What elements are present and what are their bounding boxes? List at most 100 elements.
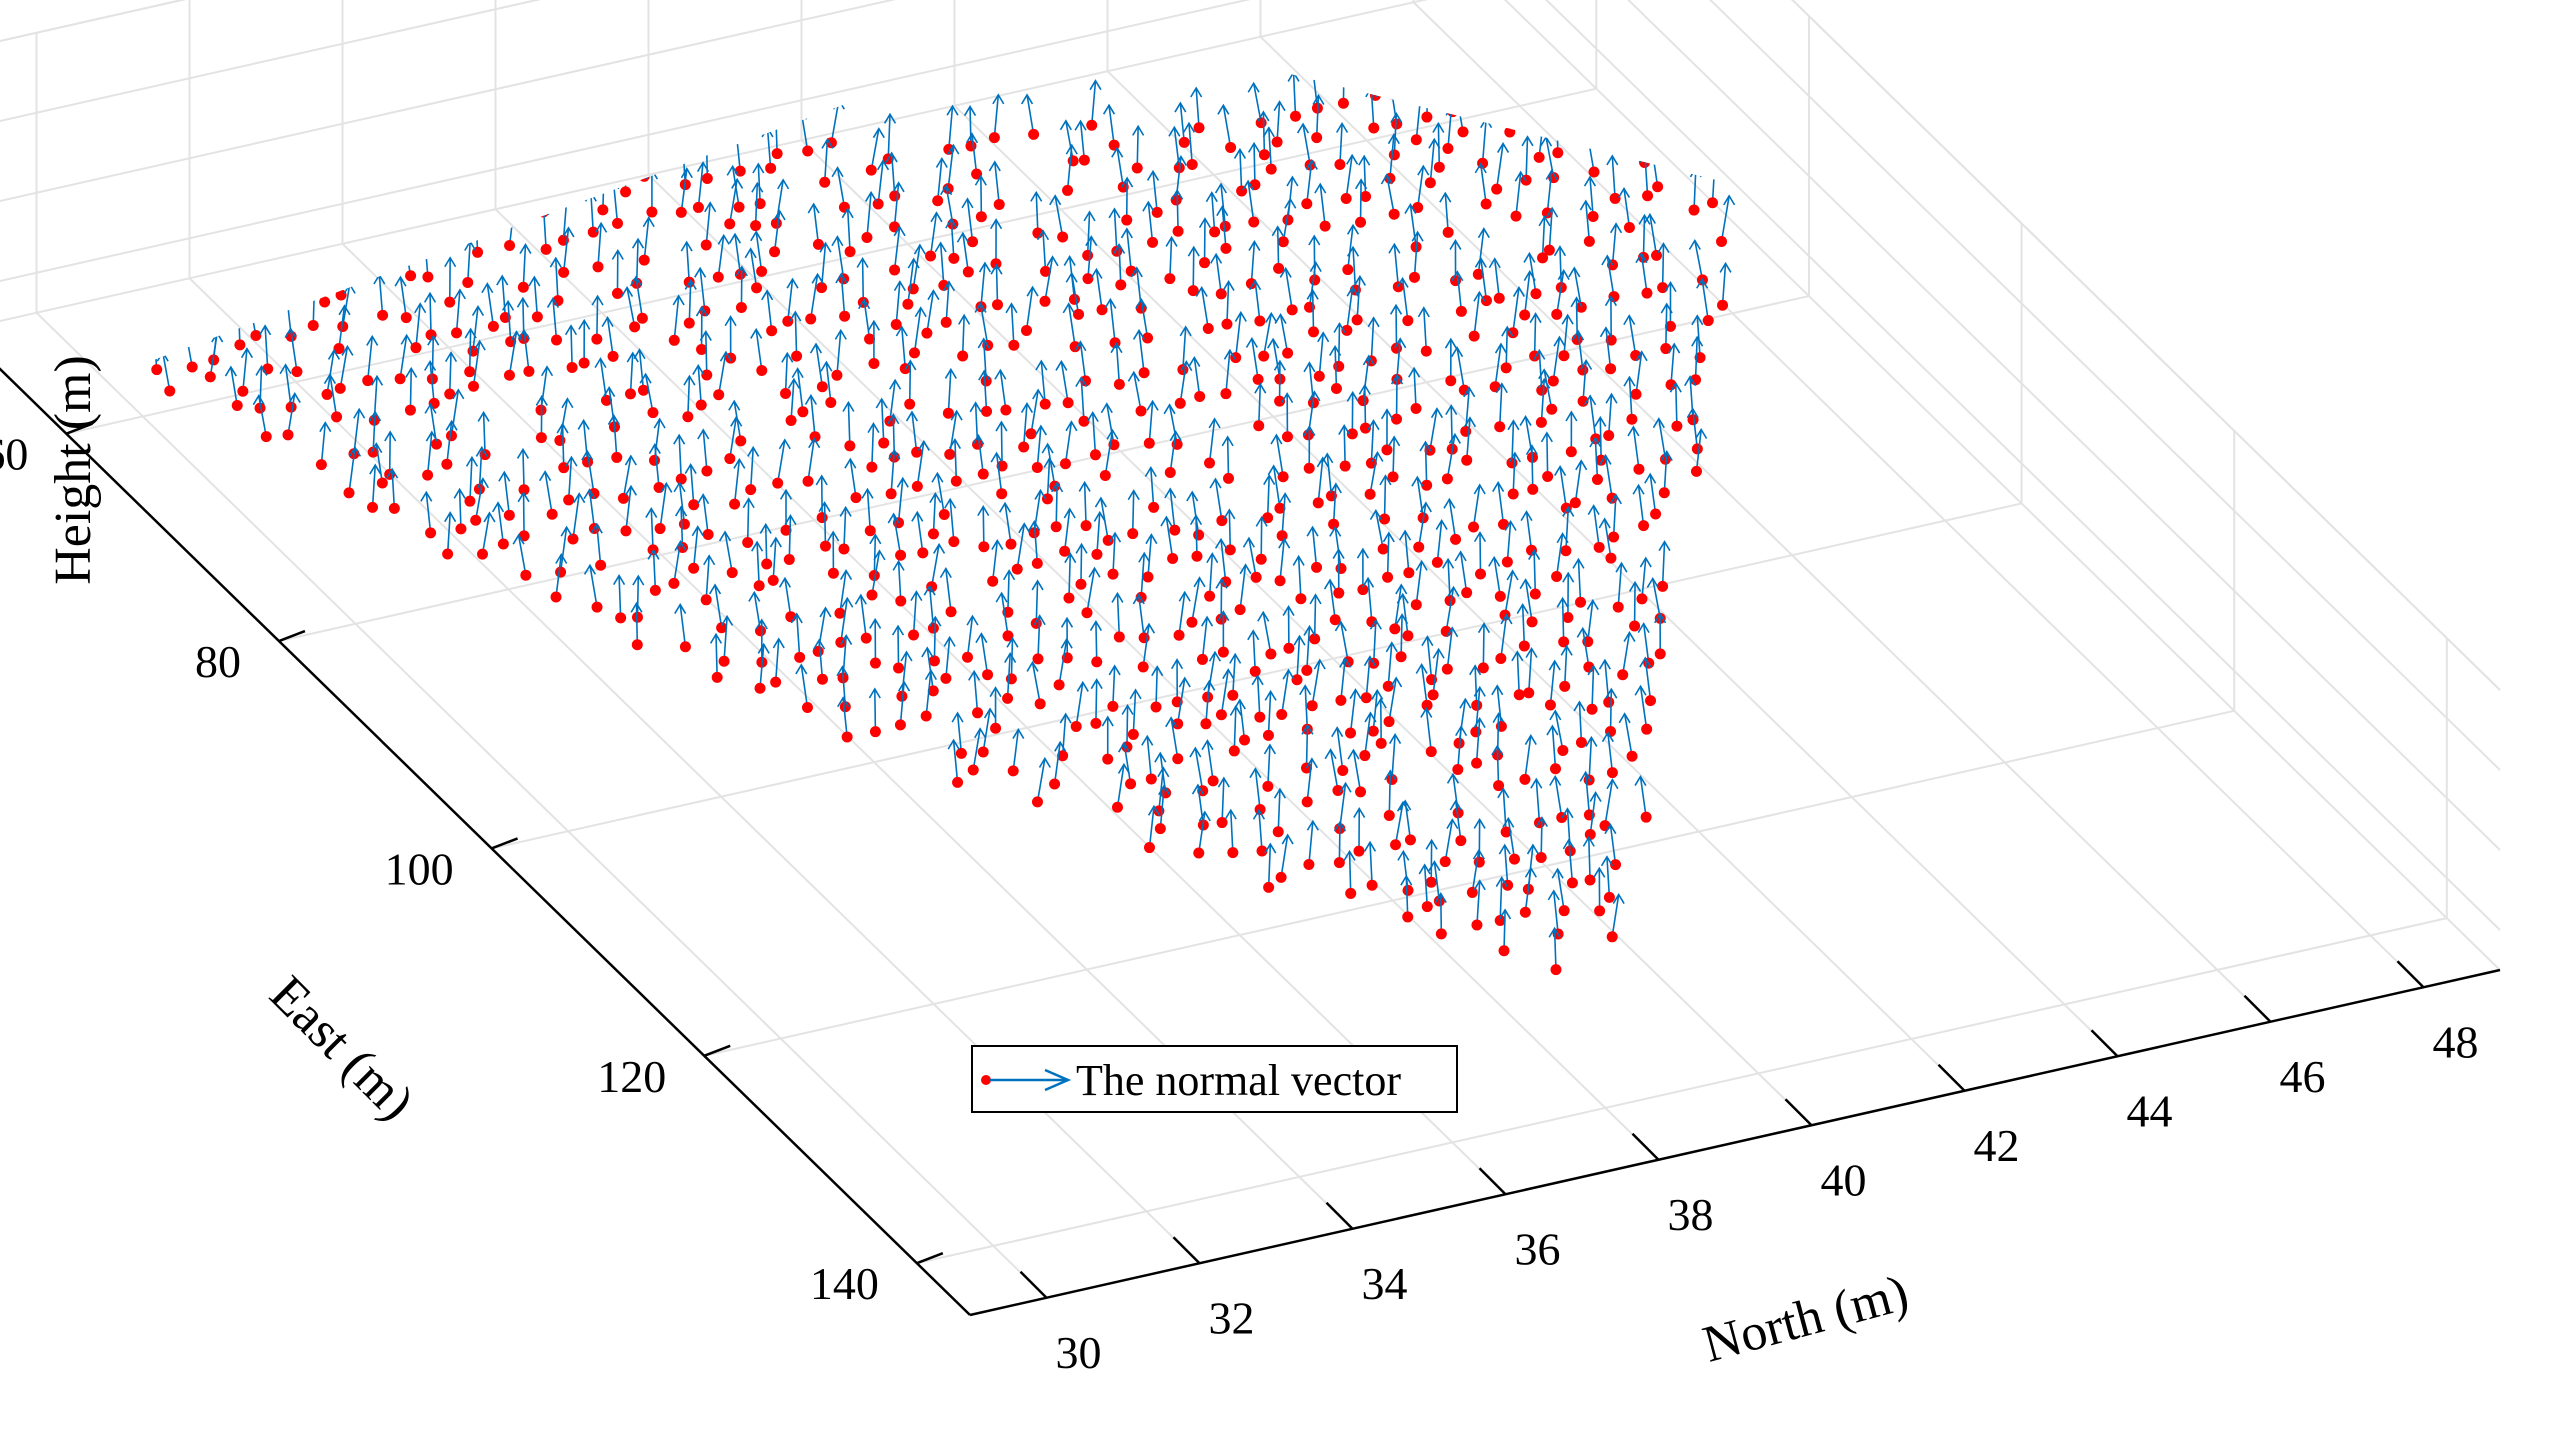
surface-point-405	[1063, 397, 1074, 408]
normal-vector-509	[1047, 458, 1049, 498]
surface-point-676	[1054, 679, 1065, 690]
normal-vector-716	[1096, 680, 1097, 724]
normal-vector-526	[706, 556, 709, 600]
surface-point-215	[579, 358, 590, 369]
surface-point-385	[455, 523, 466, 534]
normal-vector-27	[151, 251, 155, 295]
normal-vector-814	[1231, 810, 1233, 852]
normal-vector-61	[591, 192, 593, 232]
y-axis-line	[0, 330, 970, 1315]
surface-point-324	[682, 411, 693, 422]
surface-point-77	[462, 277, 473, 288]
surface-point-786	[1337, 765, 1348, 776]
surface-point-136	[1368, 122, 1379, 133]
surface-point-533	[1381, 444, 1392, 455]
normal-vector-762	[1529, 649, 1532, 693]
surface-point-292	[1443, 227, 1454, 238]
surface-point-529	[1304, 463, 1315, 474]
surface-point-833	[1641, 812, 1652, 823]
normal-vector-458	[1723, 263, 1726, 305]
surface-point-312	[696, 400, 707, 411]
surface-point-120	[1272, 137, 1283, 148]
normal-vector-830	[1269, 844, 1271, 887]
normal-vector-408	[751, 447, 753, 489]
surface-point-90	[444, 297, 455, 308]
normal-vector-142	[1427, 75, 1428, 118]
normal-vector-head-14	[396, 171, 407, 180]
surface-point-718	[1562, 612, 1573, 623]
surface-point-148	[713, 272, 724, 283]
surface-point-717	[1636, 593, 1647, 604]
normal-vector-head-11	[600, 119, 611, 128]
normal-vector-head-311	[562, 399, 573, 408]
normal-vector-133	[1519, 53, 1525, 94]
surface-point-284	[1481, 199, 1492, 210]
surface-point-521	[754, 580, 765, 591]
surface-point-13	[207, 244, 218, 255]
surface-point-620	[1081, 607, 1092, 618]
normal-vector-2	[403, 136, 405, 178]
surface-point-387	[1114, 379, 1125, 390]
normal-vector-595	[1547, 433, 1548, 477]
normal-vector-14	[398, 171, 401, 213]
normal-vector-236	[410, 368, 411, 410]
surface-point-188	[1389, 149, 1400, 160]
surface-point-725	[1216, 709, 1227, 720]
surface-point-351	[1584, 236, 1595, 247]
surface-point-610	[1063, 593, 1074, 604]
surface-point-69	[734, 202, 745, 213]
normal-vector-235	[1539, 113, 1544, 157]
normal-vector-614	[1595, 438, 1597, 480]
surface-point-130	[1637, 60, 1648, 71]
surface-point-681	[1411, 599, 1422, 610]
normal-vector-head-109	[1248, 83, 1259, 92]
surface-point-612	[908, 630, 919, 641]
surface-point-614	[1592, 474, 1603, 485]
surface-point-563	[1032, 558, 1043, 569]
normal-vector-454	[1335, 347, 1336, 389]
normal-vector-243	[1557, 110, 1558, 153]
surface-point-595	[1542, 471, 1553, 482]
surface-point-135	[1311, 132, 1322, 143]
surface-point-814	[1227, 847, 1238, 858]
surface-point-395	[1000, 405, 1011, 416]
surface-point-685	[1551, 571, 1562, 582]
surface-point-22	[772, 148, 783, 159]
normal-vector-393	[848, 402, 849, 445]
surface-point-49	[117, 324, 128, 335]
surface-point-3	[256, 206, 267, 217]
normal-vector-198	[1240, 149, 1242, 191]
surface-point-117	[1225, 142, 1236, 153]
surface-point-65	[819, 177, 830, 188]
x-tick-38	[1633, 1134, 1659, 1160]
surface-point-727	[1128, 729, 1139, 740]
surface-point-835	[1367, 880, 1378, 891]
surface-point-242	[766, 325, 777, 336]
normal-vector-137	[981, 176, 982, 216]
normal-vector-419	[872, 424, 874, 468]
surface-point-474	[817, 512, 828, 523]
surface-point-218	[261, 431, 272, 442]
surface-point-586	[987, 576, 998, 587]
normal-vector-head-22	[770, 114, 781, 123]
normal-vector-136	[1371, 88, 1374, 128]
surface-point-6	[520, 167, 531, 178]
normal-vector-32	[625, 149, 626, 192]
surface-point-844	[1467, 887, 1478, 898]
normal-vector-203	[470, 329, 471, 372]
surface-point-272	[1639, 157, 1650, 168]
surface-point-771	[1146, 773, 1157, 784]
normal-vector-348	[1227, 282, 1229, 325]
surface-point-364	[904, 399, 915, 410]
normal-vector-740	[1127, 706, 1128, 747]
surface-point-687	[842, 731, 853, 742]
surface-point-297	[713, 389, 724, 400]
surface-point-551	[1461, 455, 1472, 466]
y-tick-label-100: 100	[385, 843, 454, 894]
normal-vector-140	[534, 277, 537, 317]
surface-point-373	[470, 515, 481, 526]
surface-point-319	[422, 470, 433, 481]
normal-vector-537	[1696, 337, 1698, 380]
surface-point-690	[1197, 654, 1208, 665]
